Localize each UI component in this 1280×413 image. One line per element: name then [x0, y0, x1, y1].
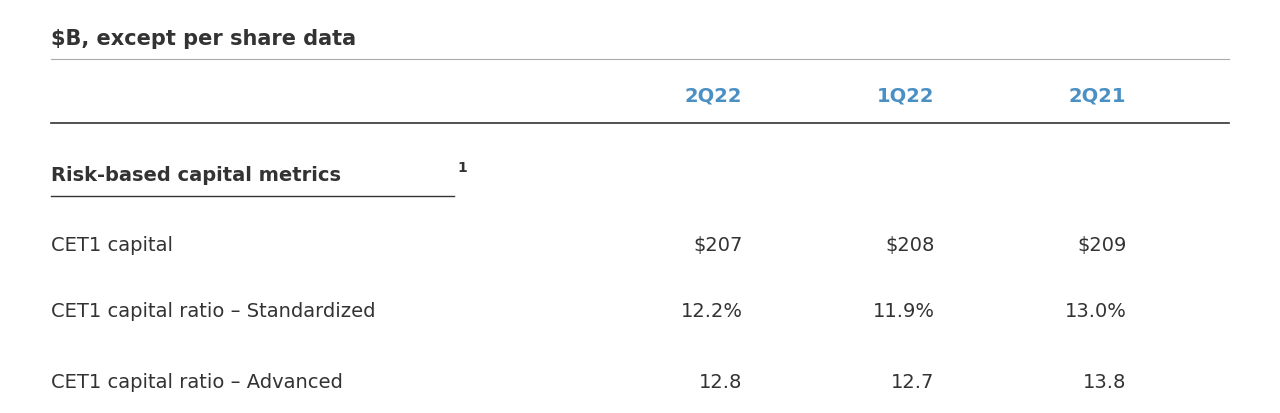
Text: 12.2%: 12.2%: [681, 301, 742, 320]
Text: 13.8: 13.8: [1083, 372, 1126, 391]
Text: CET1 capital: CET1 capital: [51, 235, 173, 254]
Text: $208: $208: [884, 235, 934, 254]
Text: $B, except per share data: $B, except per share data: [51, 29, 356, 49]
Text: 2Q22: 2Q22: [685, 87, 742, 106]
Text: CET1 capital ratio – Standardized: CET1 capital ratio – Standardized: [51, 301, 376, 320]
Text: 11.9%: 11.9%: [873, 301, 934, 320]
Text: $207: $207: [692, 235, 742, 254]
Text: $209: $209: [1076, 235, 1126, 254]
Text: 1Q22: 1Q22: [877, 87, 934, 106]
Text: 12.8: 12.8: [699, 372, 742, 391]
Text: 2Q21: 2Q21: [1069, 87, 1126, 106]
Text: 13.0%: 13.0%: [1065, 301, 1126, 320]
Text: 1: 1: [457, 161, 467, 175]
Text: CET1 capital ratio – Advanced: CET1 capital ratio – Advanced: [51, 372, 343, 391]
Text: 12.7: 12.7: [891, 372, 934, 391]
Text: Risk-based capital metrics: Risk-based capital metrics: [51, 165, 342, 184]
